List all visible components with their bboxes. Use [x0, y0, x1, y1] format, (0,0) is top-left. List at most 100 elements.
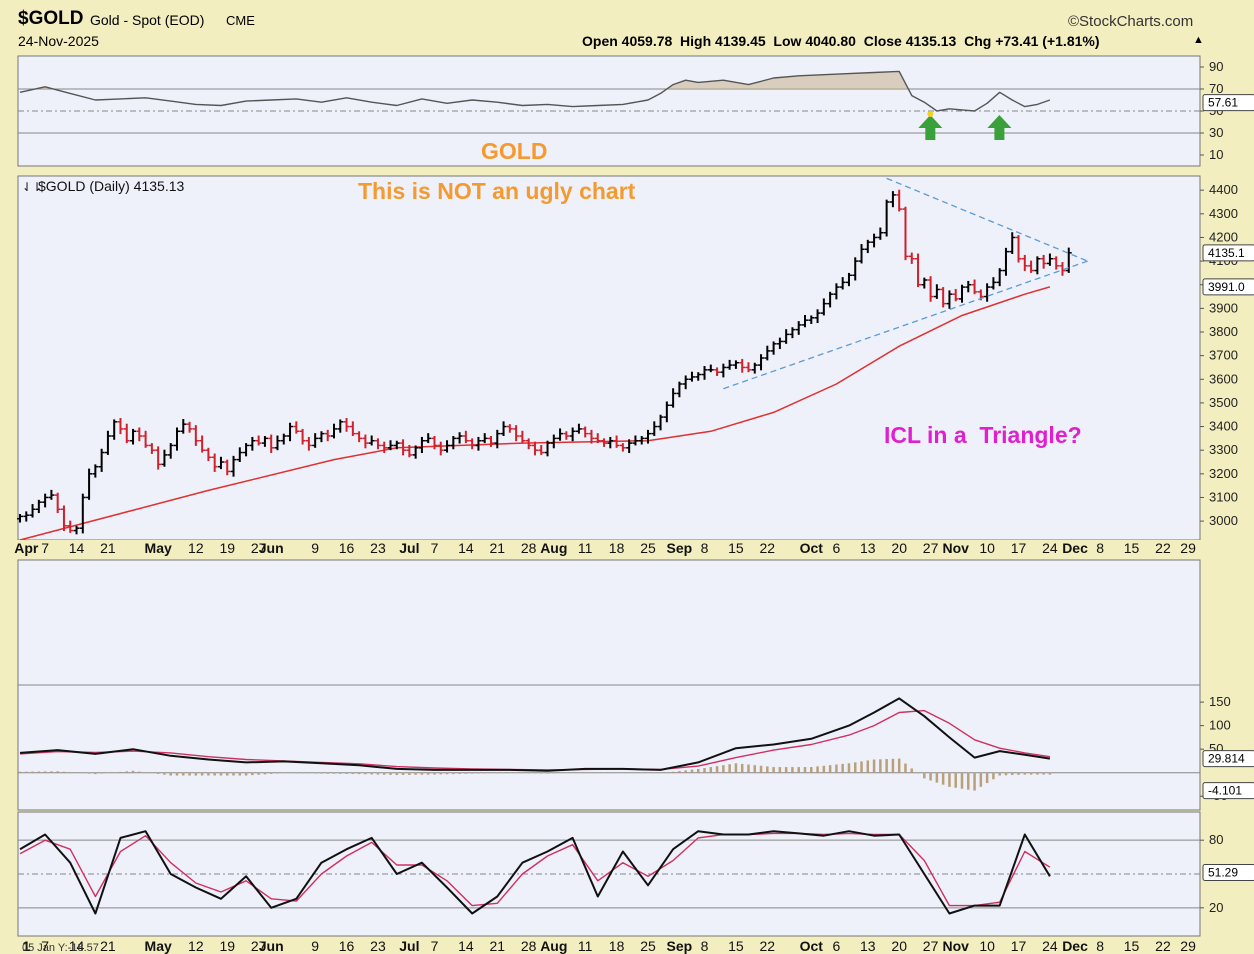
price-bar — [79, 493, 86, 534]
bottom-axis-band — [0, 937, 1254, 954]
price-tick-label: 3600 — [1209, 371, 1238, 386]
price-bar — [632, 435, 639, 446]
price-bar — [645, 429, 651, 444]
x-axis-label: 15 — [728, 540, 744, 556]
price-bar — [933, 284, 940, 299]
price-bar — [626, 439, 633, 454]
price-bar — [739, 358, 746, 373]
x-axis-label: 8 — [1096, 540, 1104, 556]
symbol-label: $GOLD — [18, 8, 84, 29]
exchange-label: CME — [226, 13, 255, 28]
bottom-x-axis-label: 19 — [219, 938, 235, 954]
price-bar — [425, 433, 432, 444]
price-panel — [17, 175, 1201, 541]
macd-tick-label: 100 — [1209, 718, 1231, 733]
bottom-x-axis-label: 22 — [760, 938, 776, 954]
price-bar — [619, 443, 626, 452]
bottom-x-axis-label: 22 — [1155, 938, 1171, 954]
price-bar — [1065, 247, 1072, 273]
price-bar — [368, 435, 375, 446]
price-bar — [557, 428, 564, 441]
price-bar — [136, 427, 143, 442]
stoch-value-tag-box — [1202, 864, 1254, 882]
price-bar — [563, 431, 570, 440]
price-bar — [845, 272, 852, 287]
price-bar — [751, 362, 758, 374]
price-bar — [783, 329, 790, 344]
bottom-x-axis-label: 29 — [1180, 938, 1196, 954]
price-bar — [167, 443, 174, 459]
price-bar — [569, 427, 576, 442]
price-bar — [17, 514, 23, 523]
price-bar — [1009, 232, 1016, 254]
x-axis-label: 9 — [311, 540, 319, 556]
price-bar — [588, 429, 595, 444]
price-bar — [695, 372, 702, 381]
x-axis-label: 25 — [640, 540, 656, 556]
price-bar — [682, 375, 689, 390]
price-bar — [940, 287, 947, 308]
price-bar — [274, 435, 281, 451]
price-bar — [305, 436, 312, 451]
x-axis-label: 21 — [100, 540, 116, 556]
price-bar — [192, 425, 199, 446]
price-bar — [431, 436, 438, 450]
price-bar — [506, 424, 513, 433]
brand-label[interactable]: ©StockCharts.com — [1068, 13, 1194, 30]
bottom-x-axis-label: 21 — [100, 938, 116, 954]
ma-value-tag: 3991.0 — [1208, 280, 1245, 294]
price-bar — [513, 425, 520, 442]
price-bar — [475, 436, 482, 451]
macd-hist-tag-box — [1202, 782, 1254, 800]
price-tick-label: 3800 — [1209, 324, 1238, 339]
price-bar — [337, 419, 344, 433]
bottom-x-axis-label: 16 — [339, 938, 355, 954]
price-bar — [745, 362, 752, 373]
price-bar — [921, 277, 928, 289]
price-bar — [331, 423, 337, 439]
price-bar — [230, 455, 237, 477]
price-bar — [990, 277, 997, 290]
price-bar — [148, 443, 155, 454]
bottom-x-axis-label: 6 — [833, 938, 841, 954]
price-tick-label: 3500 — [1209, 395, 1238, 410]
x-axis-label: 24 — [1042, 540, 1058, 556]
price-bar — [255, 435, 262, 446]
rsi-line — [19, 70, 1051, 112]
x-axis-label: 17 — [1011, 540, 1027, 556]
annotation-gold: GOLD — [481, 138, 548, 164]
price-bar — [217, 456, 224, 470]
price-bar — [971, 279, 978, 295]
price-bar — [287, 422, 294, 442]
price-bar — [243, 443, 250, 457]
price-bar — [481, 433, 488, 444]
price-bar — [833, 283, 840, 300]
price-bar — [676, 381, 683, 398]
collapse-arrow-icon[interactable]: ▲ — [1193, 34, 1204, 46]
x-axis-label: Oct — [800, 540, 824, 556]
x-axis-label: 14 — [458, 540, 474, 556]
green-arrow-icon — [987, 115, 1012, 140]
ohlc-icon: ⇃⇂ — [22, 180, 42, 194]
rsi-tick-label: 90 — [1209, 59, 1223, 74]
bottom-x-axis-label: 9 — [311, 938, 319, 954]
price-bar — [406, 444, 413, 458]
x-axis-label: Apr — [14, 540, 39, 556]
price-bar — [852, 257, 859, 281]
x-axis-label: 15 — [1124, 540, 1140, 556]
bottom-x-axis-label: 25 — [640, 938, 656, 954]
price-bar — [98, 448, 105, 472]
price-bar — [117, 418, 124, 435]
bottom-x-axis-label: Sep — [667, 938, 693, 954]
price-tick-label: 3900 — [1209, 300, 1238, 315]
price-bar — [343, 418, 350, 432]
moving-average-line — [19, 286, 1051, 541]
bottom-x-axis-label: 10 — [979, 938, 995, 954]
bottom-x-axis-label: Oct — [800, 938, 824, 954]
price-bar — [896, 189, 903, 212]
price-bar — [387, 440, 394, 451]
last-price-tag: 4135.1 — [1208, 246, 1245, 260]
price-bar — [1046, 253, 1053, 266]
price-bar — [393, 440, 400, 450]
price-bar — [764, 345, 771, 361]
